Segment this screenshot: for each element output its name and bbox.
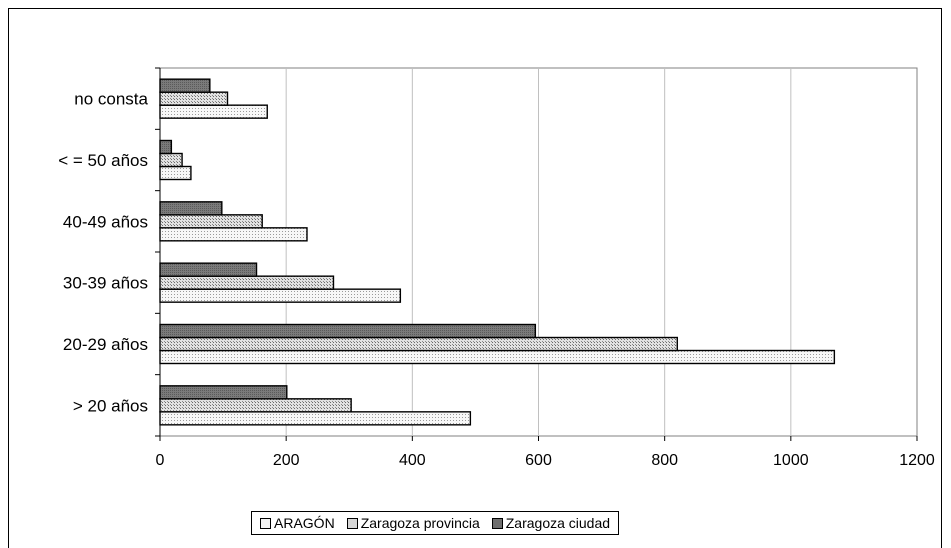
y-category-label: > 20 años [73, 396, 148, 415]
bar [159, 152, 183, 168]
legend-item-zaragoza-ciudad: Zaragoza ciudad [491, 515, 611, 531]
chart-frame [8, 8, 942, 548]
x-tick-label: 1200 [899, 452, 935, 469]
x-tick-label: 1000 [773, 452, 809, 469]
bar [159, 78, 211, 93]
legend-item-aragon: ARAGÓN [260, 515, 335, 531]
bar [159, 165, 192, 181]
bar [159, 104, 268, 119]
y-category-label: 20-29 años [63, 335, 148, 354]
bar [159, 349, 836, 365]
legend-swatch-zaragoza-ciudad [491, 517, 503, 529]
legend-label-zaragoza-ciudad: Zaragoza ciudad [505, 515, 611, 531]
x-tick-label: 200 [273, 452, 300, 469]
bar [159, 288, 402, 303]
bar [159, 201, 223, 216]
bar [159, 262, 258, 277]
y-category-label: 30-39 años [63, 274, 148, 293]
y-category-label: < = 50 años [58, 151, 148, 170]
legend-label-aragon: ARAGÓN [274, 515, 335, 531]
bar [159, 336, 678, 352]
legend-swatch-zaragoza-provincia [346, 517, 358, 529]
bar [159, 139, 173, 155]
legend-label-zaragoza-provincia: Zaragoza provincia [360, 515, 480, 531]
legend: ARAGÓN Zaragoza provincia Zaragoza ciuda… [251, 511, 620, 535]
legend-swatch-aragon [260, 517, 271, 529]
bar [159, 275, 335, 290]
bar [159, 227, 308, 242]
bar [159, 214, 263, 229]
bar [159, 91, 229, 106]
bar [159, 323, 537, 339]
bar [159, 411, 472, 426]
x-tick-label: 600 [525, 452, 552, 469]
bar [159, 385, 288, 400]
plot-area: 0 200 400 600 800 1000 1200 > 20 años 20-29 años… [58, 67, 935, 469]
y-category-label: no consta [74, 90, 148, 109]
legend-item-zaragoza-provincia: Zaragoza provincia [346, 515, 480, 531]
x-tick-label: 0 [156, 452, 165, 469]
bar [159, 398, 352, 413]
y-category-label: 40-49 años [63, 212, 148, 231]
x-tick-label: 400 [399, 452, 426, 469]
x-tick-label: 800 [651, 452, 678, 469]
